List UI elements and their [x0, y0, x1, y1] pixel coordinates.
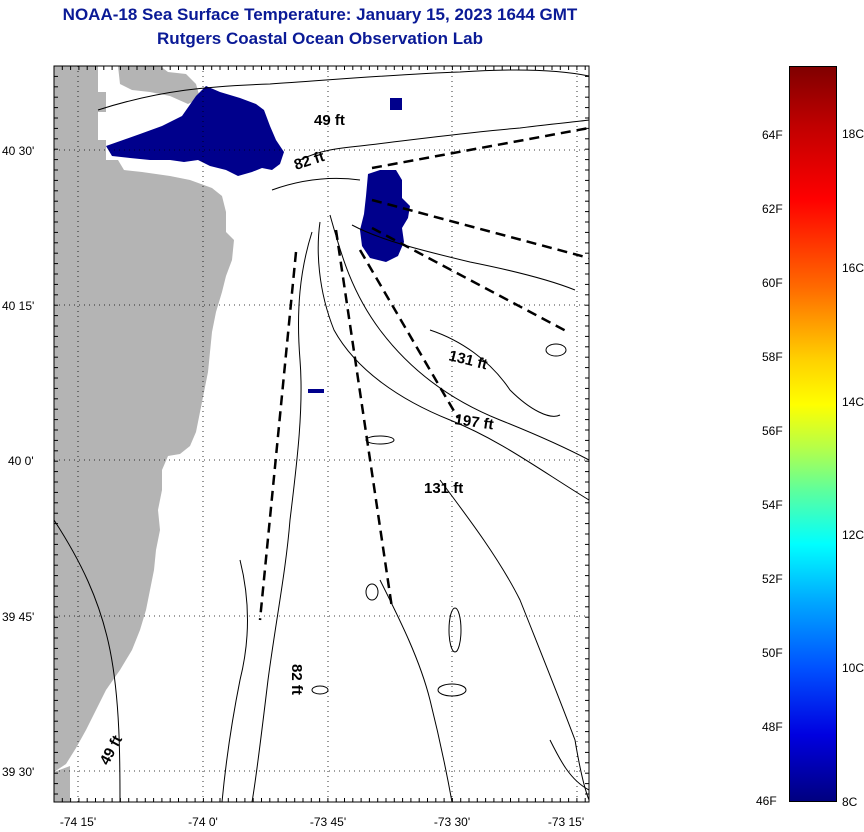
bathymetry-contours: [53, 69, 590, 803]
lat-label: 39 30': [2, 765, 34, 779]
colorbar-f-label: 58F: [762, 350, 783, 364]
latitude-labels: 40 30' 40 15' 40 0' 39 45' 39 30': [2, 144, 34, 779]
map-frame: [53, 65, 590, 803]
cold-sst-speck: [308, 389, 324, 393]
contour-label-49ft: 49 ft: [314, 112, 345, 129]
colorbar-f-label: 64F: [762, 128, 783, 142]
lat-label: 40 30': [2, 144, 34, 158]
colorbar-f-label: 60F: [762, 276, 783, 290]
lon-label: -74 15': [60, 815, 96, 829]
map-subtitle: Rutgers Coastal Ocean Observation Lab: [157, 29, 483, 48]
colorbar-c-label: 10C: [842, 661, 864, 675]
contour-label-131ft-south: 131 ft: [424, 480, 463, 497]
transect-lines: [258, 126, 590, 621]
map-title: NOAA-18 Sea Surface Temperature: January…: [62, 5, 578, 24]
contour-label-82ft-south: 82 ft: [288, 664, 305, 695]
land-mass: [54, 66, 234, 802]
lat-label: 39 45': [2, 610, 34, 624]
cold-sst-patches: [106, 86, 410, 262]
lon-label: -73 45': [310, 815, 346, 829]
lon-label: -74 0': [188, 815, 218, 829]
colorbar-c-label: 16C: [842, 261, 864, 275]
colorbar-f-label: 54F: [762, 498, 783, 512]
contour-label-197ft: 197 ft: [453, 411, 494, 433]
tick-marks: [53, 65, 589, 802]
colorbar-c-label: 8C: [842, 795, 858, 809]
lat-label: 40 0': [8, 454, 34, 468]
colorbar-c-label: 18C: [842, 127, 864, 141]
colorbar-f-label: 46F: [756, 794, 777, 808]
colorbar-c-label: 14C: [842, 395, 864, 409]
colorbar-f-label: 56F: [762, 424, 783, 438]
lon-label: -73 30': [434, 815, 470, 829]
lon-label: -73 15': [548, 815, 584, 829]
colorbar-f-label: 62F: [762, 202, 783, 216]
colorbar-f-label: 48F: [762, 720, 783, 734]
longitude-labels: -74 15' -74 0' -73 45' -73 30' -73 15': [60, 815, 584, 829]
colorbar-f-label: 50F: [762, 646, 783, 660]
colorbar-f-label: 52F: [762, 572, 783, 586]
grid-lines: [54, 66, 589, 802]
colorbar-c-label: 12C: [842, 528, 864, 542]
lat-label: 40 15': [2, 299, 34, 313]
temperature-colorbar: [789, 66, 837, 802]
